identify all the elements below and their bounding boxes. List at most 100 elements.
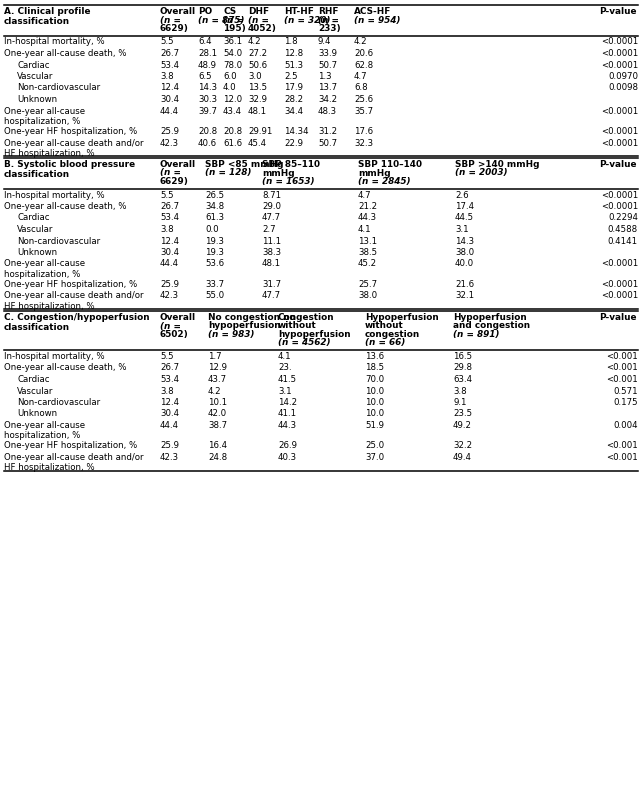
Text: 53.4: 53.4 xyxy=(160,214,179,223)
Text: P-value: P-value xyxy=(600,313,637,322)
Text: 26.5: 26.5 xyxy=(205,191,224,200)
Text: 25.7: 25.7 xyxy=(358,280,377,289)
Text: RHF: RHF xyxy=(318,7,338,16)
Text: 0.175: 0.175 xyxy=(613,398,638,407)
Text: 25.0: 25.0 xyxy=(365,441,384,451)
Text: 30.4: 30.4 xyxy=(160,248,179,257)
Text: 34.4: 34.4 xyxy=(284,107,303,115)
Text: 6.0: 6.0 xyxy=(223,72,237,81)
Text: 26.7: 26.7 xyxy=(160,363,179,373)
Text: <0.0001: <0.0001 xyxy=(601,191,638,200)
Text: 62.8: 62.8 xyxy=(354,60,373,69)
Text: 12.4: 12.4 xyxy=(160,83,179,92)
Text: 33.9: 33.9 xyxy=(318,49,337,58)
Text: SBP <85 mmHg: SBP <85 mmHg xyxy=(205,160,284,169)
Text: 4.7: 4.7 xyxy=(358,191,372,200)
Text: 42.3: 42.3 xyxy=(160,453,179,462)
Text: (n = 983): (n = 983) xyxy=(208,330,254,339)
Text: (n = 128): (n = 128) xyxy=(205,169,252,177)
Text: <0.0001: <0.0001 xyxy=(601,259,638,269)
Text: and congestion: and congestion xyxy=(453,321,530,331)
Text: 55.0: 55.0 xyxy=(205,292,224,301)
Text: 2.5: 2.5 xyxy=(284,72,298,81)
Text: 41.1: 41.1 xyxy=(278,409,297,418)
Text: 70.0: 70.0 xyxy=(365,375,384,384)
Text: A. Clinical profile
classification: A. Clinical profile classification xyxy=(4,7,91,26)
Text: 12.0: 12.0 xyxy=(223,95,242,104)
Text: 25.9: 25.9 xyxy=(160,441,179,451)
Text: 17.4: 17.4 xyxy=(455,202,474,211)
Text: <0.001: <0.001 xyxy=(606,352,638,361)
Text: 13.7: 13.7 xyxy=(318,83,337,92)
Text: 2.6: 2.6 xyxy=(455,191,469,200)
Text: congestion: congestion xyxy=(365,330,421,339)
Text: Hypoperfusion: Hypoperfusion xyxy=(453,313,526,322)
Text: 0.2294: 0.2294 xyxy=(608,214,638,223)
Text: 50.6: 50.6 xyxy=(248,60,267,69)
Text: 9.4: 9.4 xyxy=(318,37,331,46)
Text: 5.5: 5.5 xyxy=(160,37,173,46)
Text: 14.3: 14.3 xyxy=(198,83,217,92)
Text: 29.8: 29.8 xyxy=(453,363,472,373)
Text: 27.2: 27.2 xyxy=(248,49,267,58)
Text: 5.5: 5.5 xyxy=(160,352,173,361)
Text: Cardiac: Cardiac xyxy=(17,60,49,69)
Text: P-value: P-value xyxy=(600,7,637,16)
Text: 20.8: 20.8 xyxy=(198,127,217,136)
Text: 24.8: 24.8 xyxy=(208,453,227,462)
Text: 0.0098: 0.0098 xyxy=(608,83,638,92)
Text: 4.2: 4.2 xyxy=(248,37,262,46)
Text: ACS-HF: ACS-HF xyxy=(354,7,392,16)
Text: P-value: P-value xyxy=(600,160,637,169)
Text: 23.: 23. xyxy=(278,363,291,373)
Text: Non-cardiovascular: Non-cardiovascular xyxy=(17,83,100,92)
Text: 4.7: 4.7 xyxy=(354,72,368,81)
Text: 53.4: 53.4 xyxy=(160,60,179,69)
Text: SBP 110–140: SBP 110–140 xyxy=(358,160,422,169)
Text: Non-cardiovascular: Non-cardiovascular xyxy=(17,398,100,407)
Text: 10.0: 10.0 xyxy=(365,398,384,407)
Text: 3.1: 3.1 xyxy=(278,386,291,395)
Text: 39.7: 39.7 xyxy=(198,107,217,115)
Text: 63.4: 63.4 xyxy=(453,375,472,384)
Text: 18.5: 18.5 xyxy=(365,363,384,373)
Text: 37.0: 37.0 xyxy=(365,453,384,462)
Text: PO: PO xyxy=(198,7,213,16)
Text: 44.3: 44.3 xyxy=(358,214,377,223)
Text: (n =: (n = xyxy=(160,15,181,25)
Text: 4.1: 4.1 xyxy=(278,352,291,361)
Text: 6629): 6629) xyxy=(160,24,189,33)
Text: 50.7: 50.7 xyxy=(318,60,337,69)
Text: 45.2: 45.2 xyxy=(358,259,377,269)
Text: 6.8: 6.8 xyxy=(354,83,368,92)
Text: 54.0: 54.0 xyxy=(223,49,242,58)
Text: 32.1: 32.1 xyxy=(455,292,474,301)
Text: (n =: (n = xyxy=(160,321,181,331)
Text: (n = 66): (n = 66) xyxy=(365,339,405,347)
Text: <0.0001: <0.0001 xyxy=(601,60,638,69)
Text: 26.9: 26.9 xyxy=(278,441,297,451)
Text: 31.2: 31.2 xyxy=(318,127,337,136)
Text: 16.4: 16.4 xyxy=(208,441,227,451)
Text: In-hospital mortality, %: In-hospital mortality, % xyxy=(4,352,105,361)
Text: 47.7: 47.7 xyxy=(262,292,281,301)
Text: 26.7: 26.7 xyxy=(160,49,179,58)
Text: One-year all-cause death and/or
HF hospitalization, %: One-year all-cause death and/or HF hospi… xyxy=(4,292,144,311)
Text: 2.7: 2.7 xyxy=(262,225,275,234)
Text: In-hospital mortality, %: In-hospital mortality, % xyxy=(4,191,105,200)
Text: 16.5: 16.5 xyxy=(453,352,472,361)
Text: Vascular: Vascular xyxy=(17,225,53,234)
Text: 50.7: 50.7 xyxy=(318,138,337,148)
Text: 14.34: 14.34 xyxy=(284,127,309,136)
Text: (n = 320): (n = 320) xyxy=(284,15,331,25)
Text: 19.3: 19.3 xyxy=(205,236,224,246)
Text: 3.8: 3.8 xyxy=(160,72,173,81)
Text: 13.5: 13.5 xyxy=(248,83,267,92)
Text: 14.2: 14.2 xyxy=(278,398,297,407)
Text: 45.4: 45.4 xyxy=(248,138,267,148)
Text: <0.0001: <0.0001 xyxy=(601,138,638,148)
Text: One-year all-cause
hospitalization, %: One-year all-cause hospitalization, % xyxy=(4,259,85,279)
Text: 51.3: 51.3 xyxy=(284,60,303,69)
Text: 29.0: 29.0 xyxy=(262,202,281,211)
Text: 34.2: 34.2 xyxy=(318,95,337,104)
